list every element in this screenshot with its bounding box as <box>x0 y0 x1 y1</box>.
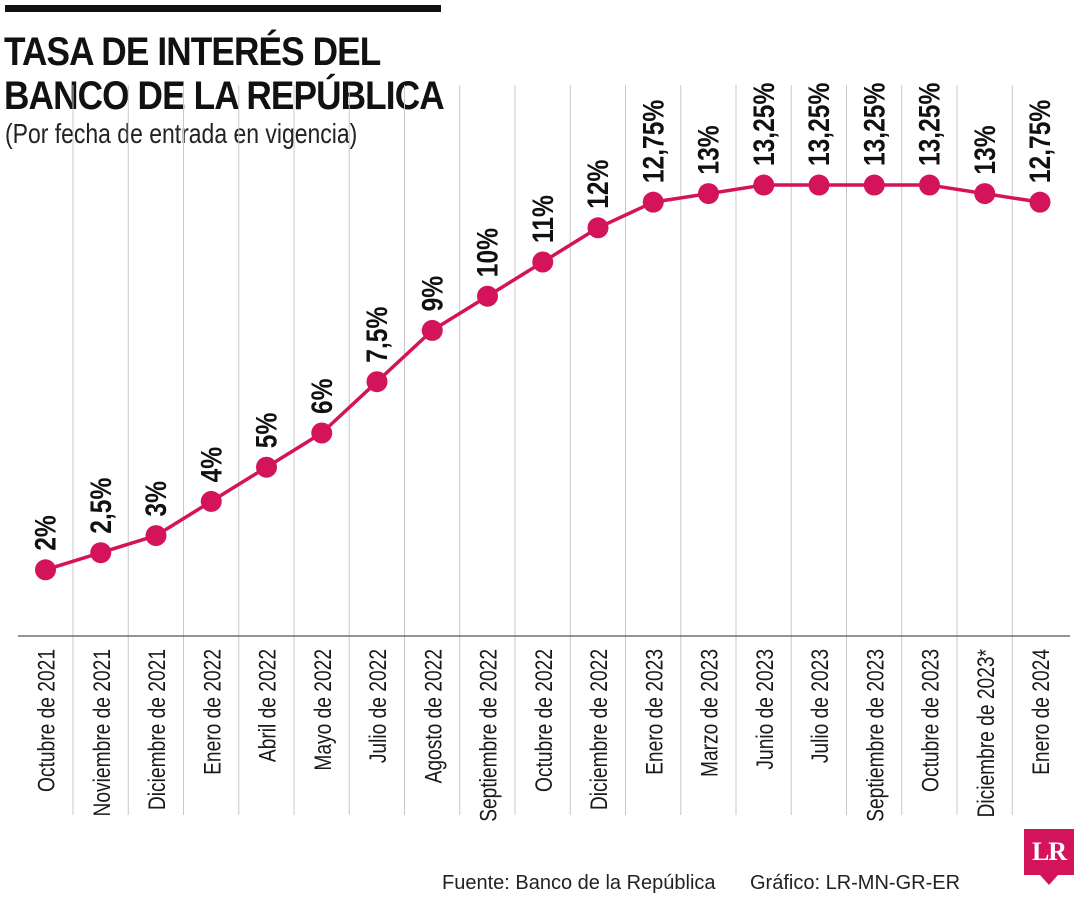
x-tick-label: Octubre de 2023 <box>916 649 944 792</box>
data-label: 13,25% <box>746 83 780 166</box>
data-point <box>256 456 277 478</box>
x-tick-label: Septiembre de 2023 <box>861 649 889 822</box>
top-rule <box>5 5 441 12</box>
data-point <box>808 174 830 196</box>
x-tick-label: Agosto de 2022 <box>419 649 447 783</box>
chart-title-line-2: BANCO DE LA REPÚBLICA <box>4 74 445 118</box>
data-point <box>366 371 388 393</box>
data-label: 2% <box>28 515 62 551</box>
data-label: 10% <box>470 228 504 277</box>
x-tick-label: Enero de 2023 <box>640 649 668 775</box>
data-point <box>35 559 56 581</box>
x-tick-label: Julio de 2022 <box>364 649 392 763</box>
data-label: 12% <box>581 160 615 209</box>
data-label: 7,5% <box>360 307 394 363</box>
x-tick-label: Diciembre de 2023* <box>972 649 1000 818</box>
data-label: 13% <box>967 125 1001 174</box>
data-label: 4% <box>194 447 228 483</box>
chart-title-line-1: TASA DE INTERÉS DEL <box>4 30 381 74</box>
x-tick-label: Marzo de 2023 <box>695 649 723 777</box>
chart-title: TASA DE INTERÉS DEL BANCO DE LA REPÚBLIC… <box>4 30 445 118</box>
x-tick-label: Enero de 2024 <box>1027 649 1055 775</box>
data-label: 3% <box>139 481 173 517</box>
x-tick-label: Enero de 2022 <box>198 649 226 775</box>
graphic-credit: Gráfico: LR-MN-GR-ER <box>750 872 961 894</box>
data-point <box>311 422 333 444</box>
x-tick-label: Septiembre de 2022 <box>474 649 502 822</box>
data-point <box>145 525 167 547</box>
data-point <box>421 319 443 341</box>
data-label: 2,5% <box>83 478 117 534</box>
data-point <box>698 183 719 205</box>
data-label: 13% <box>691 125 725 174</box>
data-point <box>753 174 775 196</box>
x-tick-label: Diciembre de 2021 <box>143 649 171 810</box>
data-label: 6% <box>304 378 338 414</box>
data-label: 13,25% <box>912 83 946 166</box>
x-tick-label: Noviembre de 2021 <box>88 649 116 816</box>
data-point <box>974 183 996 205</box>
data-point <box>863 174 885 196</box>
data-label: 12,75% <box>1023 100 1057 183</box>
lr-logo: LR <box>1024 829 1074 875</box>
source-note: Fuente: Banco de la República <box>442 872 716 894</box>
data-label: 9% <box>415 276 449 312</box>
data-point <box>90 542 112 564</box>
x-tick-label: Mayo de 2022 <box>309 649 337 771</box>
x-tick-label: Abril de 2022 <box>253 649 281 762</box>
data-label: 5% <box>249 413 283 449</box>
data-point <box>642 191 664 213</box>
data-point <box>919 174 940 196</box>
data-point <box>200 490 222 512</box>
data-point <box>1029 191 1051 213</box>
x-tick-label: Julio de 2023 <box>806 649 834 763</box>
data-label: 13,25% <box>802 83 836 166</box>
x-tick-label: Octubre de 2021 <box>32 649 60 792</box>
data-label: 13,25% <box>857 83 891 166</box>
data-point <box>532 251 554 273</box>
data-point <box>587 217 609 239</box>
x-tick-label: Junio de 2023 <box>751 649 779 770</box>
lr-logo-tail <box>1040 875 1058 885</box>
data-point <box>477 285 498 307</box>
x-tick-label: Diciembre de 2022 <box>585 649 613 810</box>
chart-subtitle: (Por fecha de entrada en vigencia) <box>5 118 358 149</box>
data-label: 12,75% <box>636 100 670 183</box>
data-label: 11% <box>525 195 559 243</box>
x-tick-label: Octubre de 2022 <box>530 649 558 792</box>
